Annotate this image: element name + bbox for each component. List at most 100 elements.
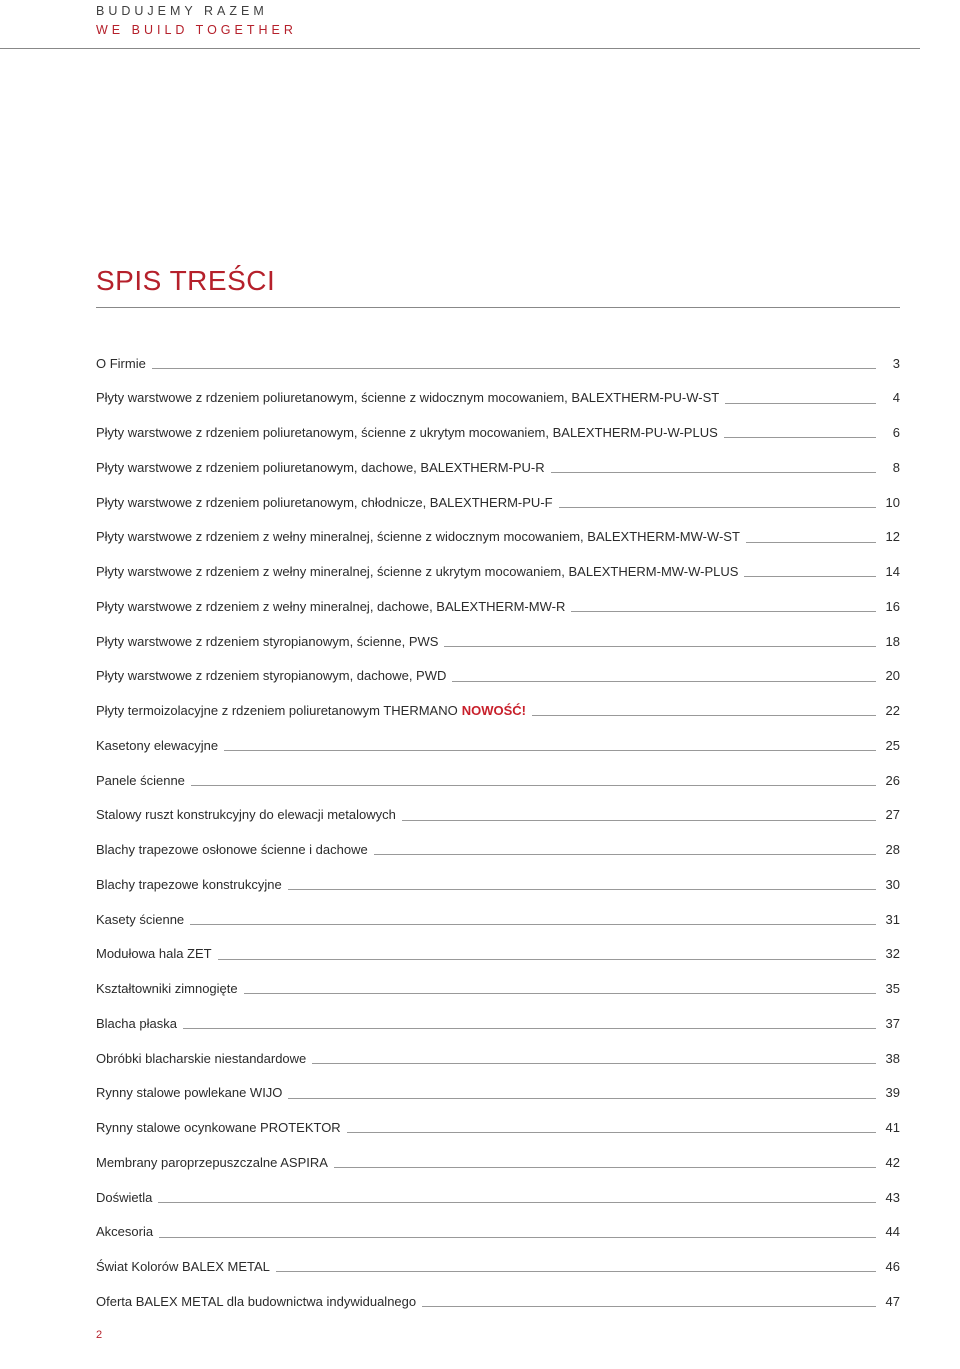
toc-entry-page: 6 xyxy=(882,425,900,441)
toc-leader-line xyxy=(158,1202,876,1203)
toc-entry-label: Płyty warstwowe z rdzeniem poliuretanowy… xyxy=(96,390,719,406)
toc-entry-page: 43 xyxy=(882,1190,900,1206)
toc-entry-label: Płyty warstwowe z rdzeniem styropianowym… xyxy=(96,634,438,650)
toc-entry-page: 3 xyxy=(882,356,900,372)
toc-entry-label: Blachy trapezowe konstrukcyjne xyxy=(96,877,282,893)
page-number: 2 xyxy=(96,1329,102,1341)
toc-row: Membrany paroprzepuszczalne ASPIRA 42 xyxy=(96,1155,900,1171)
page-title: SPIS TREŚCI xyxy=(96,265,900,307)
toc-leader-line xyxy=(724,437,876,438)
toc-entry-page: 42 xyxy=(882,1155,900,1171)
toc-row: Modułowa hala ZET 32 xyxy=(96,946,900,962)
toc-entry-page: 39 xyxy=(882,1085,900,1101)
header-slogan-en: WE BUILD TOGETHER xyxy=(96,21,960,40)
toc-entry-label: Płyty warstwowe z rdzeniem poliuretanowy… xyxy=(96,460,545,476)
toc-leader-line xyxy=(190,924,876,925)
toc-entry-page: 46 xyxy=(882,1259,900,1275)
content-area: SPIS TREŚCI O Firmie 3 Płyty warstwowe z r… xyxy=(0,49,960,1311)
toc-entry-page: 35 xyxy=(882,981,900,997)
document-page: BUDUJEMY RAZEM WE BUILD TOGETHER SPIS TR… xyxy=(0,0,960,1369)
toc-entry-label: Oferta BALEX METAL dla budownictwa indyw… xyxy=(96,1294,416,1310)
toc-leader-line xyxy=(744,576,876,577)
toc-entry-label: Płyty warstwowe z rdzeniem poliuretanowy… xyxy=(96,495,553,511)
toc-row: Kształtowniki zimnogięte 35 xyxy=(96,981,900,997)
toc-row: Rynny stalowe powlekane WIJO 39 xyxy=(96,1085,900,1101)
toc-entry-page: 38 xyxy=(882,1051,900,1067)
toc-row: Kasety ścienne31 xyxy=(96,912,900,928)
toc-leader-line xyxy=(374,854,876,855)
toc-entry-label: Blacha płaska xyxy=(96,1016,177,1032)
title-rule xyxy=(96,307,900,308)
toc-leader-line xyxy=(347,1132,876,1133)
toc-leader-line xyxy=(191,785,876,786)
toc-row: Blacha płaska 37 xyxy=(96,1016,900,1032)
toc-row: Rynny stalowe ocynkowane PROTEKTOR41 xyxy=(96,1120,900,1136)
toc-entry-page: 4 xyxy=(882,390,900,406)
toc-leader-line xyxy=(444,646,876,647)
toc-entry-label: Płyty termoizolacyjne z rdzeniem poliure… xyxy=(96,703,458,719)
toc-entry-page: 22 xyxy=(882,703,900,719)
toc-row: Płyty warstwowe z rdzeniem styropianowym… xyxy=(96,668,900,684)
toc-entry-page: 16 xyxy=(882,599,900,615)
toc-row: Blachy trapezowe osłonowe ścienne i dach… xyxy=(96,842,900,858)
table-of-contents: O Firmie 3 Płyty warstwowe z rdzeniem poli… xyxy=(96,356,900,1311)
toc-row: Płyty warstwowe z rdzeniem poliuretanowy… xyxy=(96,390,900,406)
toc-entry-label: Płyty warstwowe z rdzeniem z wełny miner… xyxy=(96,599,565,615)
toc-leader-line xyxy=(312,1063,876,1064)
toc-leader-line xyxy=(725,403,876,404)
toc-row: Płyty warstwowe z rdzeniem z wełny miner… xyxy=(96,529,900,545)
toc-row: Płyty warstwowe z rdzeniem z wełny miner… xyxy=(96,564,900,580)
toc-leader-line xyxy=(746,542,876,543)
toc-row: Akcesoria44 xyxy=(96,1224,900,1240)
toc-leader-line xyxy=(402,820,876,821)
toc-entry-badge: NOWOŚĆ! xyxy=(462,703,526,719)
toc-row: Świat Kolorów BALEX METAL 46 xyxy=(96,1259,900,1275)
toc-row: Płyty warstwowe z rdzeniem styropianowym… xyxy=(96,634,900,650)
toc-entry-page: 14 xyxy=(882,564,900,580)
toc-row: Doświetla 43 xyxy=(96,1190,900,1206)
toc-row: Panele ścienne26 xyxy=(96,773,900,789)
toc-leader-line xyxy=(452,681,876,682)
toc-entry-page: 32 xyxy=(882,946,900,962)
toc-entry-page: 28 xyxy=(882,842,900,858)
toc-leader-line xyxy=(218,959,876,960)
toc-entry-label: Płyty warstwowe z rdzeniem z wełny miner… xyxy=(96,564,738,580)
toc-leader-line xyxy=(571,611,876,612)
toc-leader-line xyxy=(152,368,876,369)
toc-entry-label: Kształtowniki zimnogięte xyxy=(96,981,238,997)
toc-entry-label: Membrany paroprzepuszczalne ASPIRA xyxy=(96,1155,328,1171)
toc-leader-line xyxy=(224,750,876,751)
toc-entry-page: 12 xyxy=(882,529,900,545)
toc-leader-line xyxy=(288,889,876,890)
toc-entry-page: 30 xyxy=(882,877,900,893)
header-slogan-pl: BUDUJEMY RAZEM xyxy=(96,2,960,21)
toc-leader-line xyxy=(244,993,876,994)
toc-entry-page: 47 xyxy=(882,1294,900,1310)
toc-leader-line xyxy=(159,1237,876,1238)
toc-entry-label: Obróbki blacharskie niestandardowe xyxy=(96,1051,306,1067)
toc-leader-line xyxy=(276,1271,876,1272)
toc-entry-label: Stalowy ruszt konstrukcyjny do elewacji … xyxy=(96,807,396,823)
toc-entry-label: Doświetla xyxy=(96,1190,152,1206)
toc-entry-label: Rynny stalowe powlekane WIJO xyxy=(96,1085,282,1101)
toc-row: Stalowy ruszt konstrukcyjny do elewacji … xyxy=(96,807,900,823)
toc-entry-label: Blachy trapezowe osłonowe ścienne i dach… xyxy=(96,842,368,858)
toc-row: O Firmie 3 xyxy=(96,356,900,372)
toc-entry-label: Kasety ścienne xyxy=(96,912,184,928)
toc-entry-label: Panele ścienne xyxy=(96,773,185,789)
toc-entry-label: Modułowa hala ZET xyxy=(96,946,212,962)
toc-entry-page: 44 xyxy=(882,1224,900,1240)
toc-entry-page: 8 xyxy=(882,460,900,476)
toc-row: Kasetony elewacyjne25 xyxy=(96,738,900,754)
toc-entry-label: Świat Kolorów BALEX METAL xyxy=(96,1259,270,1275)
toc-row: Płyty termoizolacyjne z rdzeniem poliure… xyxy=(96,703,900,719)
toc-entry-page: 10 xyxy=(882,495,900,511)
toc-entry-page: 18 xyxy=(882,634,900,650)
toc-leader-line xyxy=(422,1306,876,1307)
toc-entry-label: Rynny stalowe ocynkowane PROTEKTOR xyxy=(96,1120,341,1136)
toc-row: Płyty warstwowe z rdzeniem poliuretanowy… xyxy=(96,495,900,511)
page-header: BUDUJEMY RAZEM WE BUILD TOGETHER xyxy=(0,0,960,42)
toc-row: Płyty warstwowe z rdzeniem poliuretanowy… xyxy=(96,425,900,441)
toc-entry-label: O Firmie xyxy=(96,356,146,372)
toc-entry-page: 37 xyxy=(882,1016,900,1032)
